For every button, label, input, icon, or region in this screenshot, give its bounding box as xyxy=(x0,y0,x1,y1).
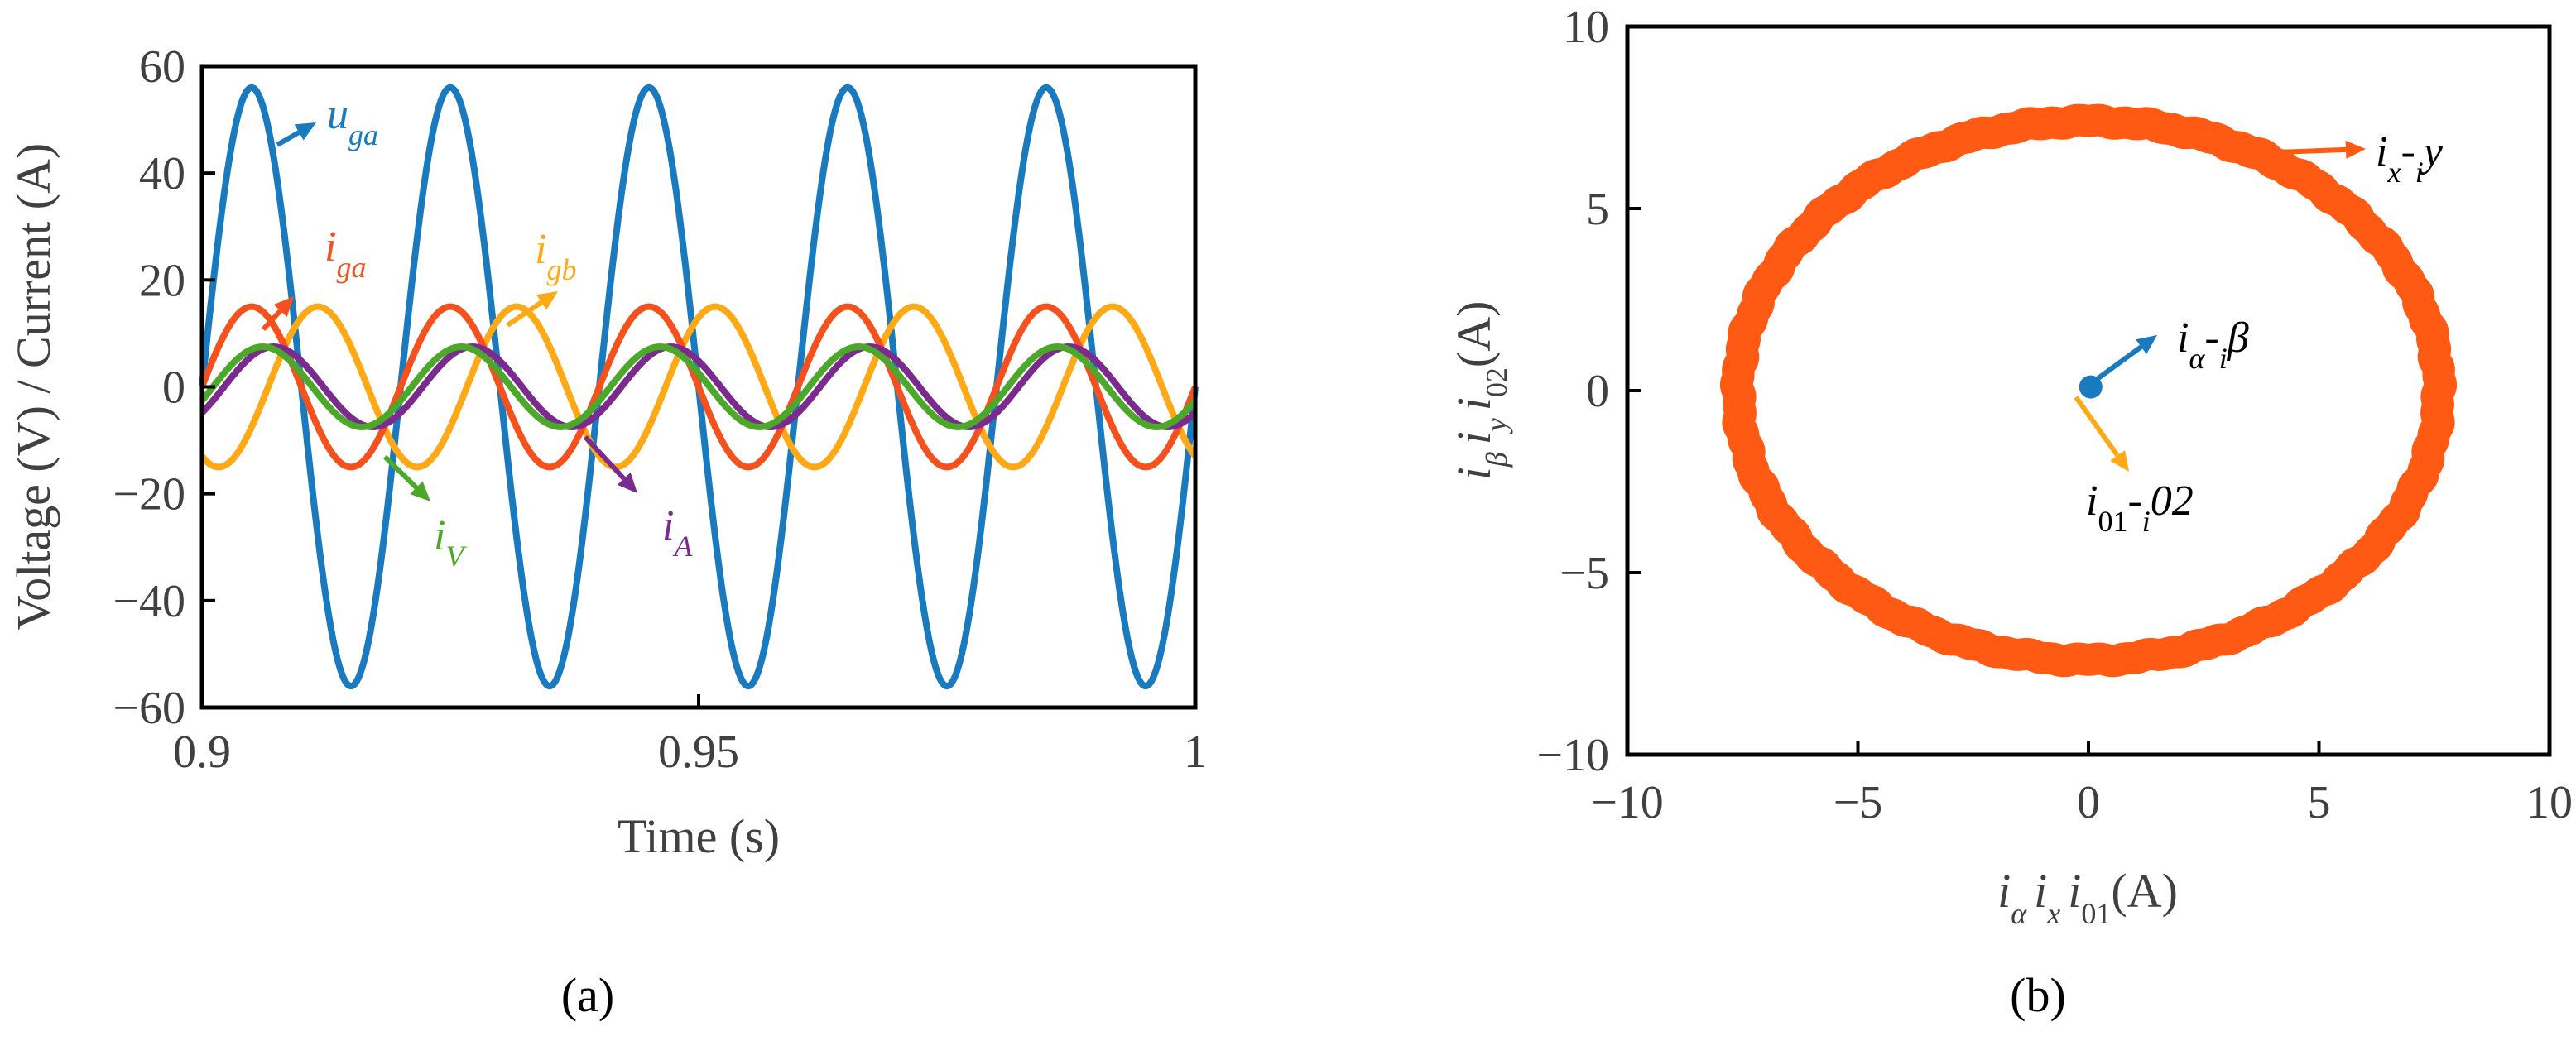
label-i-v: iV xyxy=(434,512,467,573)
arrow-i-a xyxy=(583,434,637,493)
label-i01-i02: i01-i02 xyxy=(2086,477,2194,538)
y-tick-label: −60 xyxy=(113,683,185,734)
series-i-V xyxy=(199,343,1199,430)
arrow-i-v xyxy=(382,454,430,501)
chart-b-yticks: 10 5 0 −5 −10 xyxy=(1536,2,1641,781)
chart-a-labels: uga iga igb iV iA xyxy=(261,91,693,573)
y-tick-label: −20 xyxy=(113,469,185,520)
label-i-ga: iga xyxy=(324,223,366,284)
y-tick-label: 0 xyxy=(162,362,185,414)
y-tick-label: 0 xyxy=(1586,366,1609,417)
label-u-ga: uga xyxy=(327,91,378,151)
chart-b: 10 5 0 −5 −10 −10 −5 0 5 10 ix-iy iα-iβ i01-i02 iα… xyxy=(1447,2,2573,1022)
y-tick-label: −10 xyxy=(1536,730,1609,781)
chart-b-ylabel: iβ iy i02(A) xyxy=(1447,301,1513,481)
chart-b-caption: (b) xyxy=(2010,968,2066,1022)
label-ix-iy: ix-iy xyxy=(2376,128,2444,189)
arrow-u-ga xyxy=(276,122,316,147)
chart-a-yticks: 60 40 20 0 −20 −40 −60 xyxy=(113,41,215,734)
x-tick-label: 10 xyxy=(2526,777,2573,828)
chart-a-plot xyxy=(199,84,1199,690)
chart-a-xticks: 0.9 0.95 1 xyxy=(173,694,1207,778)
chart-a-ylabel: Voltage (V) / Current (A) xyxy=(7,143,60,630)
label-i-a: iA xyxy=(662,502,693,563)
x-tick-label: 5 xyxy=(2308,777,2331,828)
arrow-i-gb xyxy=(506,291,558,328)
label-i-gb: igb xyxy=(535,226,576,286)
chart-b-labels: ix-iy iα-iβ i01-i02 xyxy=(2074,128,2444,538)
y-tick-label: 10 xyxy=(1563,2,1609,53)
chart-b-xticks: −10 −5 0 5 10 xyxy=(1591,741,2573,828)
chart-b-xlabel: iα ix i01(A) xyxy=(1997,864,2178,930)
y-tick-label: −40 xyxy=(113,576,185,627)
x-tick-label: 1 xyxy=(1184,727,1207,778)
y-tick-label: −5 xyxy=(1560,548,1609,599)
x-tick-label: 0.9 xyxy=(173,727,231,778)
x-tick-label: 0.95 xyxy=(658,727,739,778)
y-tick-label: 5 xyxy=(1586,184,1609,235)
y-tick-label: 20 xyxy=(139,255,185,306)
series-i-gb xyxy=(199,303,1199,471)
arrow-ix-iy xyxy=(2252,140,2366,159)
arrow-ialpha-ibeta xyxy=(2091,335,2157,385)
chart-a-xlabel: Time (s) xyxy=(618,809,780,863)
chart-b-plot xyxy=(1719,103,2458,678)
y-tick-label: 40 xyxy=(139,148,185,199)
arrow-i01-i02 xyxy=(2074,396,2129,472)
series-i-ga xyxy=(199,303,1199,471)
label-ialpha-ibeta: iα-iβ xyxy=(2177,314,2249,375)
series-ix-iy xyxy=(1719,103,2458,678)
arrow-i-ga xyxy=(261,296,294,332)
y-tick-label: 60 xyxy=(139,41,185,93)
chart-a-caption: (a) xyxy=(561,968,614,1022)
x-tick-label: −10 xyxy=(1591,777,1664,828)
x-tick-label: 0 xyxy=(2077,777,2100,828)
x-tick-label: −5 xyxy=(1833,777,1883,828)
